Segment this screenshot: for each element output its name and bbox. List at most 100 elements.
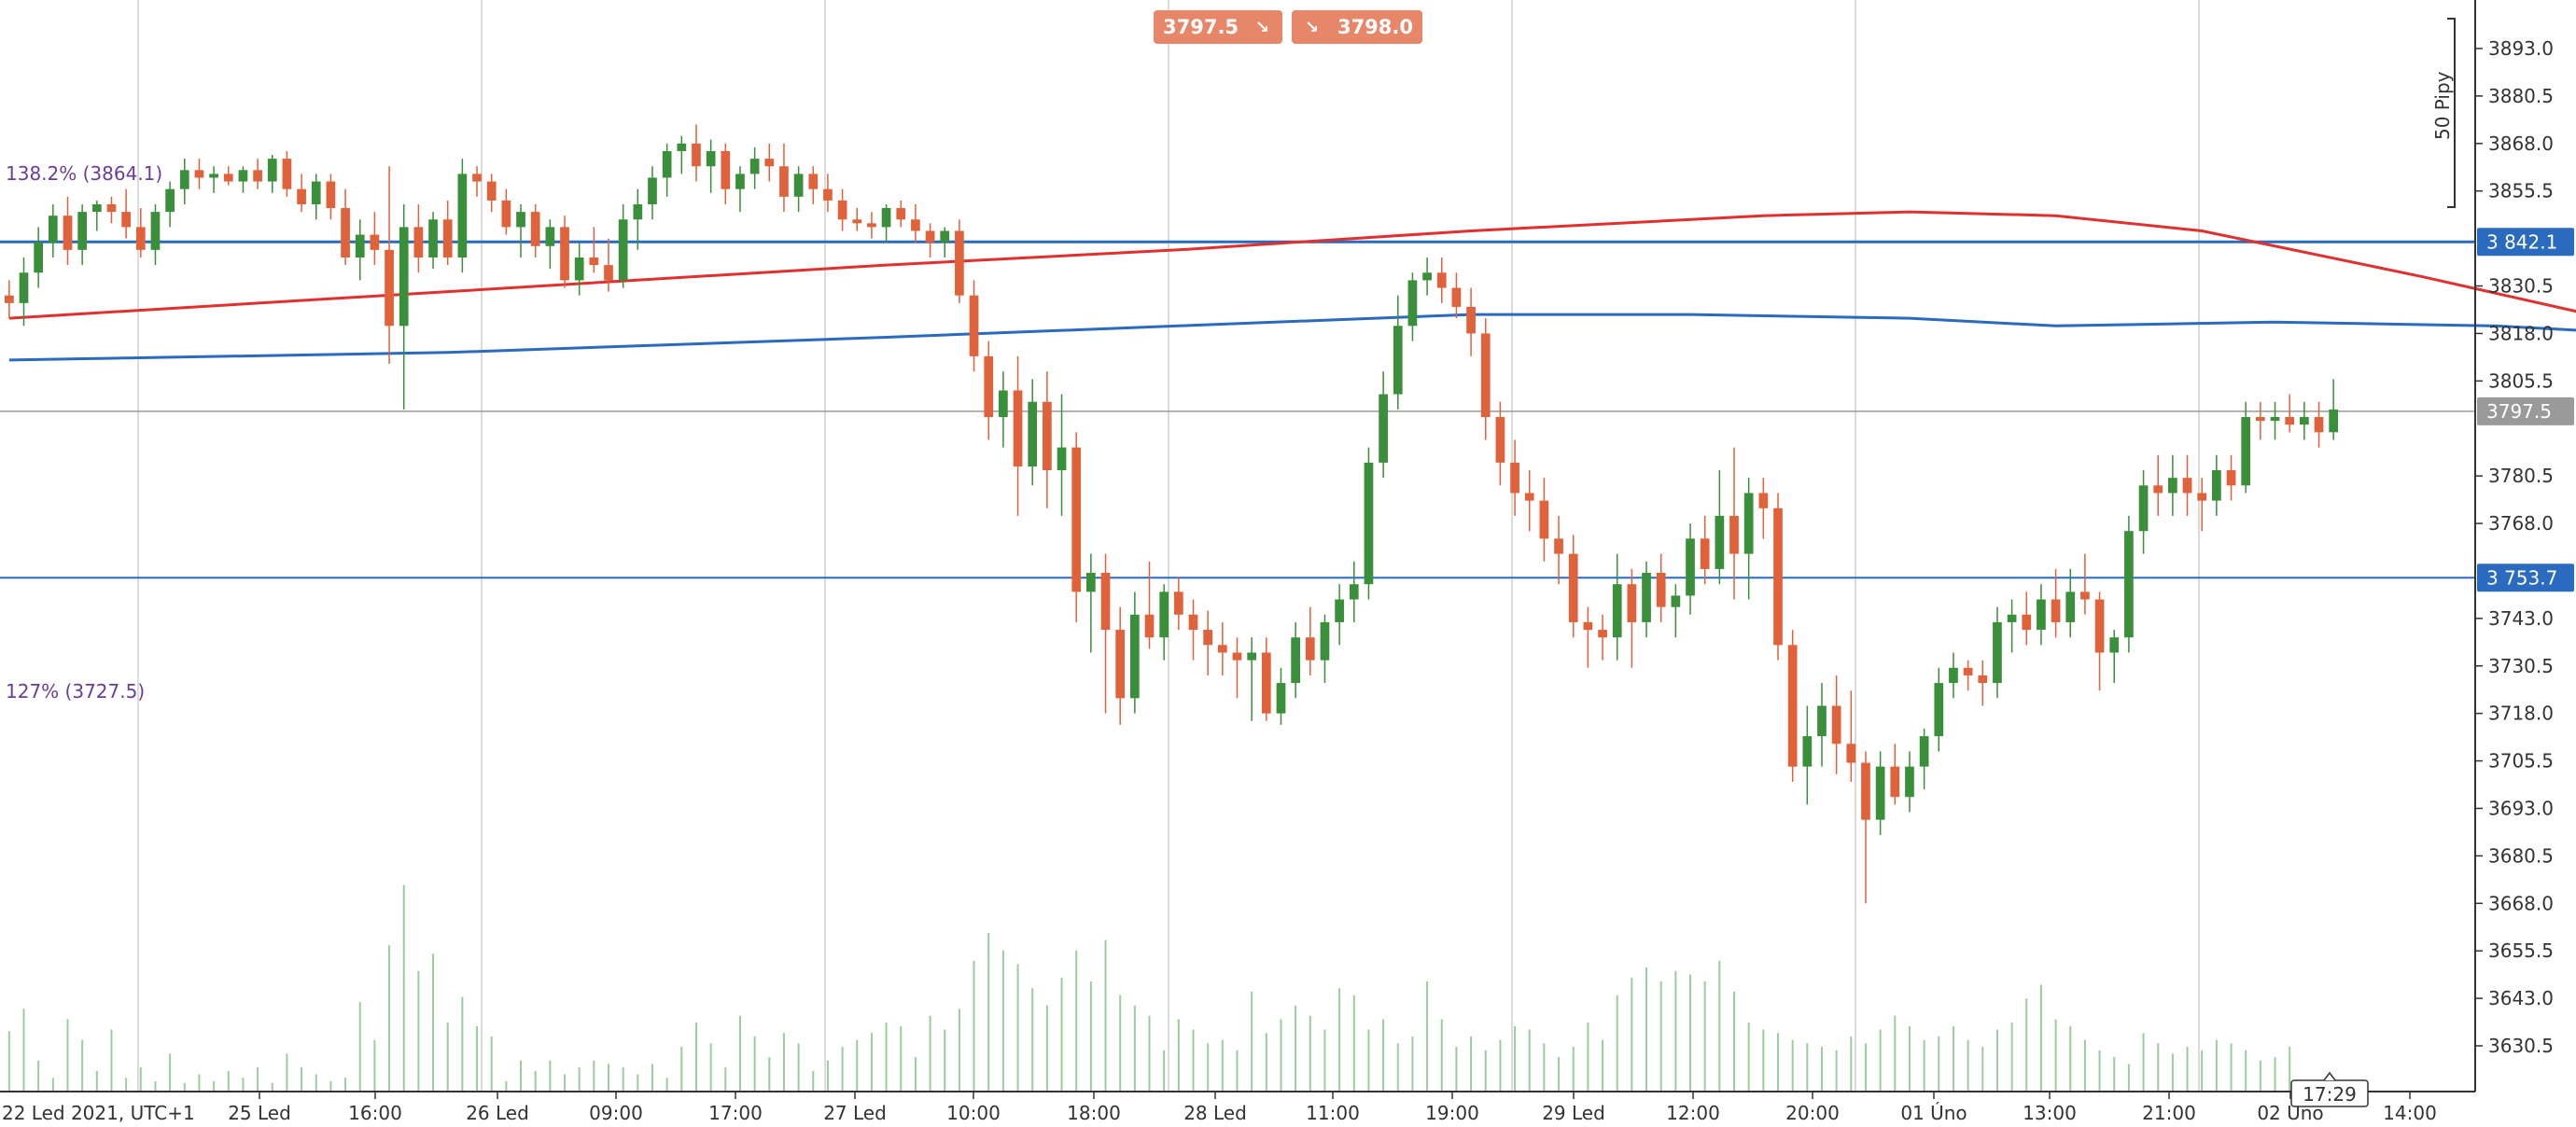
candle[interactable] xyxy=(2080,553,2090,615)
candle[interactable] xyxy=(2109,630,2120,684)
candle[interactable] xyxy=(1671,584,1681,638)
horizontal-line-price-tag[interactable] xyxy=(2477,564,2574,592)
candle[interactable] xyxy=(385,166,394,365)
candle[interactable] xyxy=(2197,478,2207,532)
candle[interactable] xyxy=(2022,591,2032,646)
candle[interactable] xyxy=(413,203,424,273)
candle[interactable] xyxy=(2212,454,2221,516)
candle[interactable] xyxy=(150,203,161,266)
candle[interactable] xyxy=(4,280,14,319)
candle[interactable] xyxy=(1817,683,1827,767)
candle[interactable] xyxy=(1993,606,2002,699)
candle[interactable] xyxy=(1364,447,1374,600)
candle[interactable] xyxy=(881,203,891,243)
candle[interactable] xyxy=(267,155,277,193)
candle[interactable] xyxy=(1086,553,1096,653)
candle[interactable] xyxy=(1144,561,1155,649)
candle[interactable] xyxy=(194,159,204,189)
candle[interactable] xyxy=(2256,401,2265,440)
candle[interactable] xyxy=(1071,432,1082,622)
candle[interactable] xyxy=(1232,637,1242,699)
candle[interactable] xyxy=(1802,705,1813,805)
candle[interactable] xyxy=(1159,584,1169,661)
candle[interactable] xyxy=(706,139,716,193)
candle[interactable] xyxy=(589,227,599,273)
candle[interactable] xyxy=(604,238,613,292)
candle[interactable] xyxy=(1861,751,1870,904)
candle[interactable] xyxy=(1715,470,1725,585)
candle[interactable] xyxy=(1875,751,1885,835)
candle[interactable] xyxy=(253,159,262,189)
candle[interactable] xyxy=(1100,553,1111,714)
candle[interactable] xyxy=(472,166,482,197)
candle[interactable] xyxy=(648,166,657,220)
candle[interactable] xyxy=(326,174,336,220)
candle[interactable] xyxy=(1787,630,1798,782)
candle[interactable] xyxy=(545,219,555,270)
candle[interactable] xyxy=(442,200,453,266)
time-axis[interactable]: 22 Led 2021, UTC+1 25 Led 16:00 26 Led 09:00… xyxy=(0,1091,2475,1124)
candle[interactable] xyxy=(1261,637,1271,721)
candle[interactable] xyxy=(1305,606,1315,675)
candle[interactable] xyxy=(1188,599,1198,661)
candle[interactable] xyxy=(209,166,218,193)
candle[interactable] xyxy=(1598,614,1607,661)
candle[interactable] xyxy=(34,227,44,288)
candle[interactable] xyxy=(1349,561,1359,622)
candle[interactable] xyxy=(2226,454,2236,501)
candle[interactable] xyxy=(1495,401,1505,486)
candle[interactable] xyxy=(764,143,775,182)
candle[interactable] xyxy=(1043,371,1052,508)
candle[interactable] xyxy=(2270,401,2280,440)
candle[interactable] xyxy=(1934,667,1944,752)
candle[interactable] xyxy=(1773,493,1783,661)
candle[interactable] xyxy=(238,166,248,193)
candle[interactable] xyxy=(969,280,979,372)
candle[interactable] xyxy=(1291,621,1300,699)
candle[interactable] xyxy=(735,166,745,213)
candle[interactable] xyxy=(2329,379,2339,440)
candle[interactable] xyxy=(1436,257,1447,303)
candle[interactable] xyxy=(165,181,175,228)
candle[interactable] xyxy=(852,208,862,231)
candle[interactable] xyxy=(2037,584,2046,646)
candle[interactable] xyxy=(808,166,819,204)
candle[interactable] xyxy=(135,208,146,257)
candle[interactable] xyxy=(940,227,950,257)
candle[interactable] xyxy=(618,203,628,288)
candle[interactable] xyxy=(1173,577,1183,631)
candle[interactable] xyxy=(311,174,321,220)
candle[interactable] xyxy=(1379,371,1388,479)
candle[interactable] xyxy=(223,166,233,186)
candle[interactable] xyxy=(984,341,994,440)
candle[interactable] xyxy=(749,146,760,189)
candle[interactable] xyxy=(1115,606,1126,725)
candle[interactable] xyxy=(1451,272,1462,319)
candle[interactable] xyxy=(633,188,643,250)
candles[interactable] xyxy=(4,124,2339,904)
candle[interactable] xyxy=(106,196,117,224)
candle[interactable] xyxy=(2007,599,2017,653)
candle[interactable] xyxy=(297,174,306,213)
candle[interactable] xyxy=(282,150,292,197)
candle[interactable] xyxy=(560,216,569,288)
candle[interactable] xyxy=(1028,379,1038,486)
candle[interactable] xyxy=(867,212,876,239)
candle[interactable] xyxy=(1568,535,1578,638)
candle[interactable] xyxy=(1129,591,1140,714)
candle[interactable] xyxy=(355,219,365,281)
candle[interactable] xyxy=(48,203,58,257)
candle[interactable] xyxy=(1422,257,1432,296)
candle[interactable] xyxy=(1480,318,1491,440)
candle[interactable] xyxy=(516,203,525,257)
candle[interactable] xyxy=(1758,478,1769,539)
candle[interactable] xyxy=(1013,355,1023,516)
candle[interactable] xyxy=(1686,523,1695,615)
candle[interactable] xyxy=(837,188,847,231)
candle[interactable] xyxy=(1919,728,1929,790)
candle[interactable] xyxy=(1905,751,1914,813)
candle[interactable] xyxy=(1656,553,1666,622)
candle[interactable] xyxy=(486,174,497,213)
candle[interactable] xyxy=(19,257,29,327)
candle[interactable] xyxy=(662,143,672,197)
